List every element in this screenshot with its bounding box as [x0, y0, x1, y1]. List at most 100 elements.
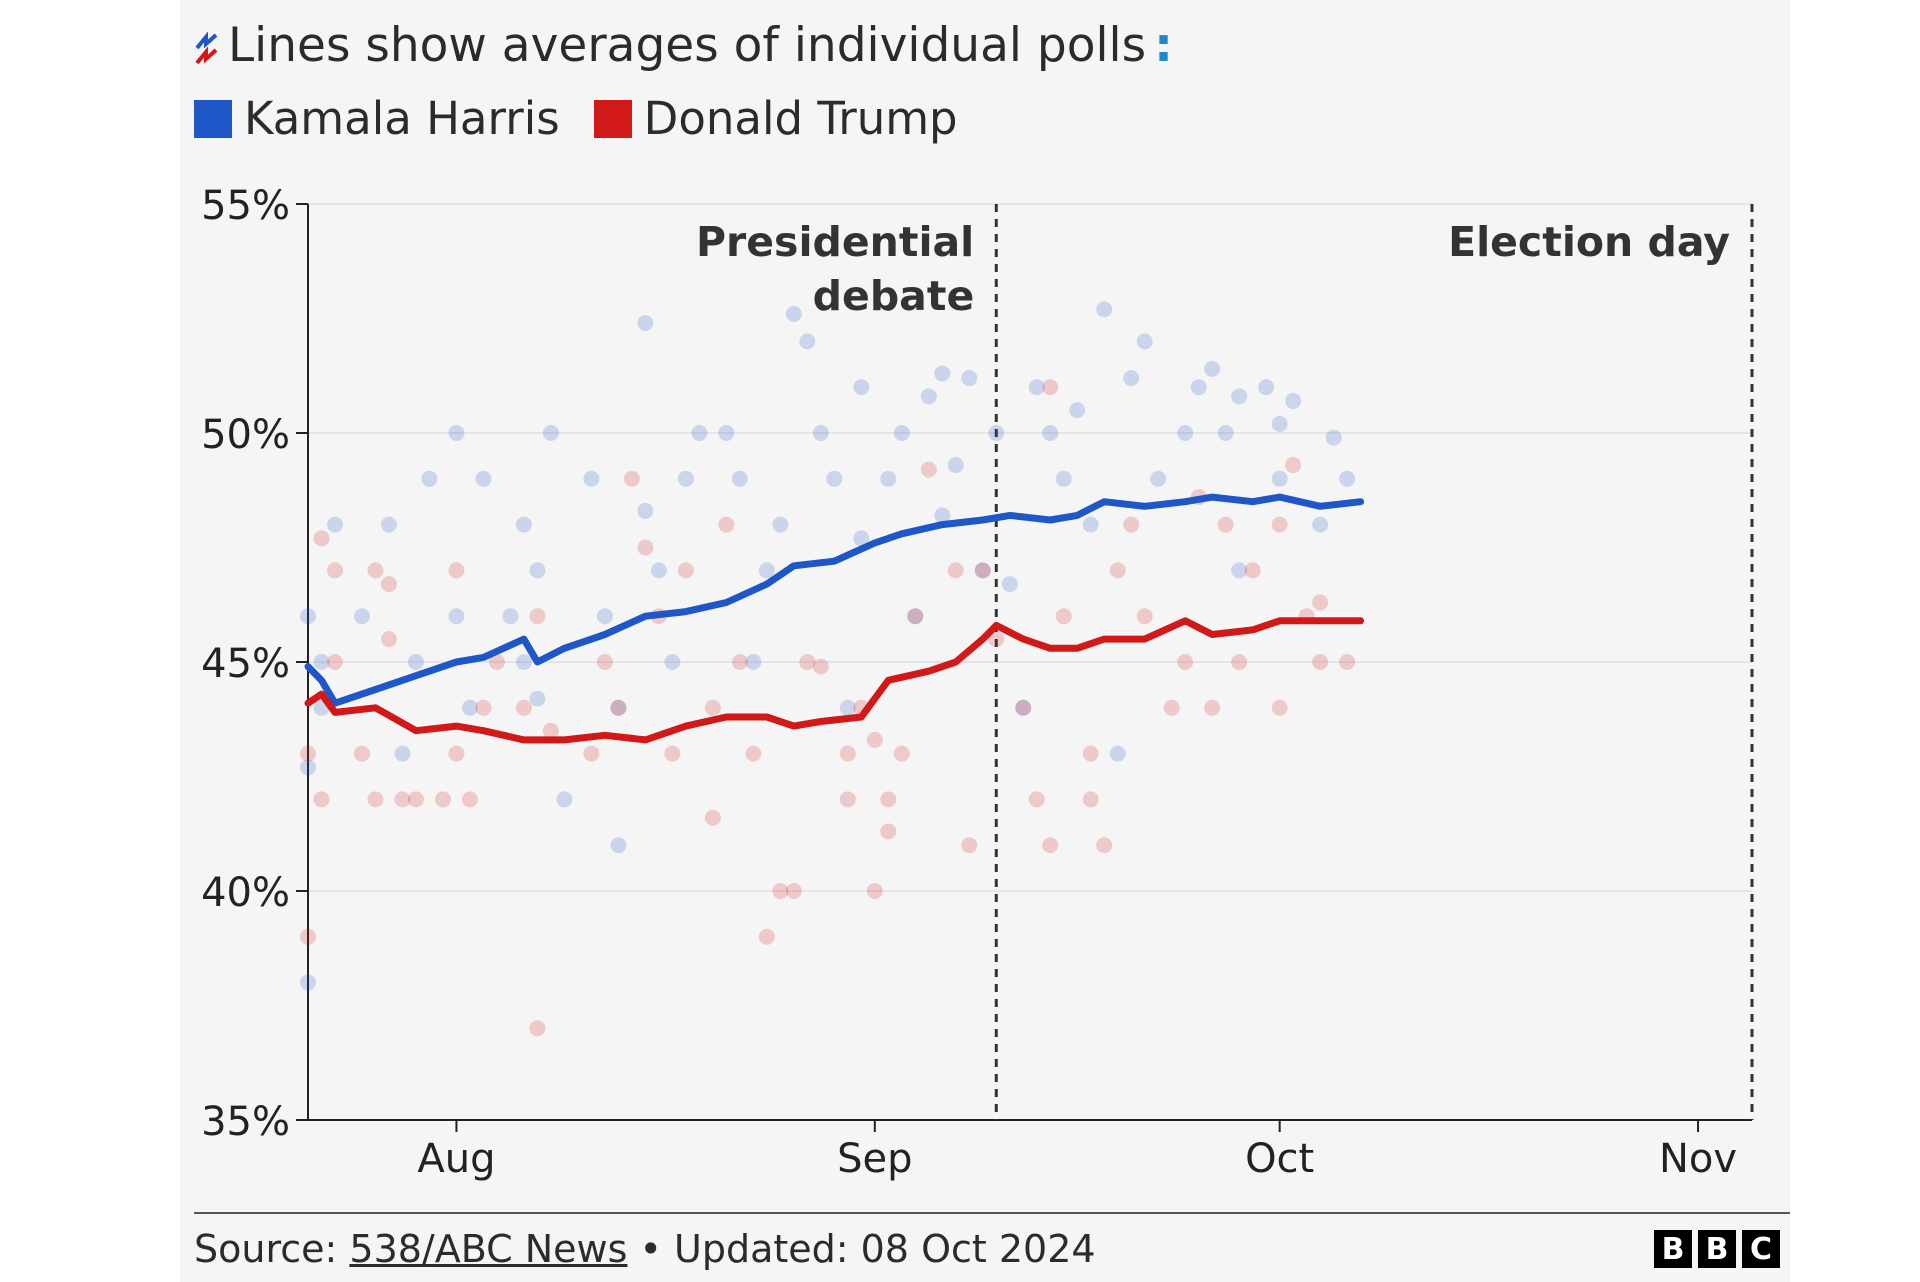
- trump-poll-dot: [1109, 562, 1126, 579]
- harris-poll-dot: [907, 608, 924, 625]
- harris-poll-dot: [1136, 333, 1153, 350]
- harris-poll-dot: [596, 608, 613, 625]
- harris-poll-dot: [772, 516, 789, 533]
- trump-poll-dot: [367, 791, 384, 808]
- harris-poll-dot: [1177, 425, 1194, 441]
- trump-poll-dot: [529, 1020, 546, 1037]
- trump-poll-dot: [1217, 516, 1234, 533]
- trump-poll-dot: [839, 745, 856, 762]
- trump-poll-dot: [704, 699, 721, 716]
- harris-average-line: [304, 493, 1365, 707]
- trump-poll-dot: [758, 928, 775, 945]
- source-link[interactable]: 538/ABC News: [349, 1227, 628, 1271]
- harris-poll-dot: [1204, 360, 1221, 377]
- harris-poll-dot: [1217, 425, 1234, 441]
- trump-poll-dot: [529, 608, 546, 625]
- trump-poll-dot: [947, 562, 964, 579]
- bbc-logo: B B C: [1654, 1230, 1780, 1268]
- x-tick-label: Nov: [1659, 1136, 1737, 1182]
- harris-poll-dot: [745, 654, 762, 670]
- trump-poll-dot: [866, 883, 883, 899]
- harris-poll-dot: [1001, 576, 1018, 593]
- trump-poll-dot: [1028, 791, 1045, 808]
- trump-poll-dot: [1244, 562, 1261, 579]
- harris-poll-dot: [583, 470, 600, 487]
- harris-poll-dot: [313, 654, 330, 670]
- trump-poll-dot: [1312, 594, 1329, 611]
- harris-swatch: [194, 99, 232, 138]
- harris-poll-dot: [1339, 470, 1356, 487]
- trump-poll-dot: [1312, 654, 1329, 670]
- legend-item-harris: Kamala Harris: [194, 92, 560, 145]
- harris-poll-dot: [785, 305, 802, 322]
- trump-poll-dot: [448, 745, 465, 762]
- harris-poll-dot: [1028, 379, 1045, 396]
- harris-poll-dot: [1231, 562, 1248, 579]
- harris-poll-dot: [326, 516, 343, 533]
- harris-poll-dot: [691, 425, 708, 441]
- footer-source: Source: 538/ABC News • Updated: 08 Oct 2…: [194, 1227, 1096, 1271]
- bbc-logo-b1: B: [1654, 1230, 1692, 1268]
- trump-poll-dot: [300, 928, 316, 945]
- trump-poll-dot: [974, 562, 991, 579]
- trump-poll-dot: [300, 745, 316, 762]
- chart-card: Lines show averages of individual polls:…: [180, 0, 1790, 1282]
- trump-poll-dot: [988, 631, 1005, 648]
- harris-poll-dot: [407, 654, 424, 670]
- harris-poll-dot: [1325, 429, 1342, 446]
- harris-poll-dot: [1069, 402, 1086, 419]
- trump-poll-dot: [1231, 654, 1248, 670]
- y-tick-label: 35%: [201, 1099, 290, 1145]
- harris-poll-dot: [812, 425, 829, 441]
- trump-poll-dot: [1042, 837, 1059, 854]
- harris-poll-dot: [731, 470, 748, 487]
- legend: Kamala Harris Donald Trump: [194, 92, 992, 145]
- trump-poll-dot: [515, 699, 532, 716]
- harris-poll-dot: [853, 379, 870, 396]
- trump-poll-dot: [718, 516, 735, 533]
- y-tick-label: 40%: [201, 870, 290, 916]
- trump-poll-dot: [367, 562, 384, 579]
- trump-poll-dot: [623, 470, 640, 487]
- harris-poll-dot: [1271, 415, 1288, 432]
- debate-label-line2: debate: [813, 272, 975, 320]
- trump-poll-dot: [488, 654, 505, 670]
- harris-poll-dot: [880, 470, 897, 487]
- title-colon: :: [1154, 18, 1173, 73]
- trump-poll-dot: [1136, 608, 1153, 625]
- trump-poll-dot: [961, 837, 978, 854]
- harris-poll-dot: [853, 530, 870, 547]
- y-tick-label: 45%: [201, 641, 290, 687]
- trump-poll-dot: [1285, 457, 1302, 474]
- trump-poll-dot: [880, 823, 897, 840]
- election-day-label: Election day: [1448, 218, 1730, 266]
- harris-poll-dot: [1015, 699, 1032, 716]
- harris-poll-dot: [394, 745, 411, 762]
- trump-poll-dot: [893, 745, 910, 762]
- trump-poll-dot: [326, 562, 343, 579]
- harris-poll-dot: [502, 608, 519, 625]
- trump-swatch: [593, 99, 632, 138]
- trump-poll-dot: [745, 745, 762, 762]
- trump-poll-dot: [677, 562, 694, 579]
- trump-poll-dot: [664, 745, 681, 762]
- harris-poll-dot: [1285, 392, 1302, 409]
- trump-poll-dot: [434, 791, 451, 808]
- trump-poll-dot: [313, 530, 330, 547]
- harris-poll-dot: [934, 365, 951, 382]
- harris-poll-dot: [448, 425, 465, 441]
- trump-poll-dot: [475, 699, 492, 716]
- harris-poll-dot: [300, 759, 316, 776]
- harris-poll-dot: [677, 470, 694, 487]
- bbc-logo-c: C: [1742, 1230, 1780, 1268]
- trump-poll-dot: [1204, 699, 1221, 716]
- trump-poll-dot: [353, 745, 370, 762]
- trump-poll-dot: [394, 791, 411, 808]
- harris-poll-dot: [839, 699, 856, 716]
- trump-poll-dot: [1177, 654, 1194, 670]
- trump-poll-dot: [596, 654, 613, 670]
- trump-poll-dot: [812, 658, 829, 675]
- trump-poll-dot: [380, 576, 397, 593]
- trump-poll-dot: [799, 654, 816, 670]
- trump-poll-dot: [1096, 837, 1113, 854]
